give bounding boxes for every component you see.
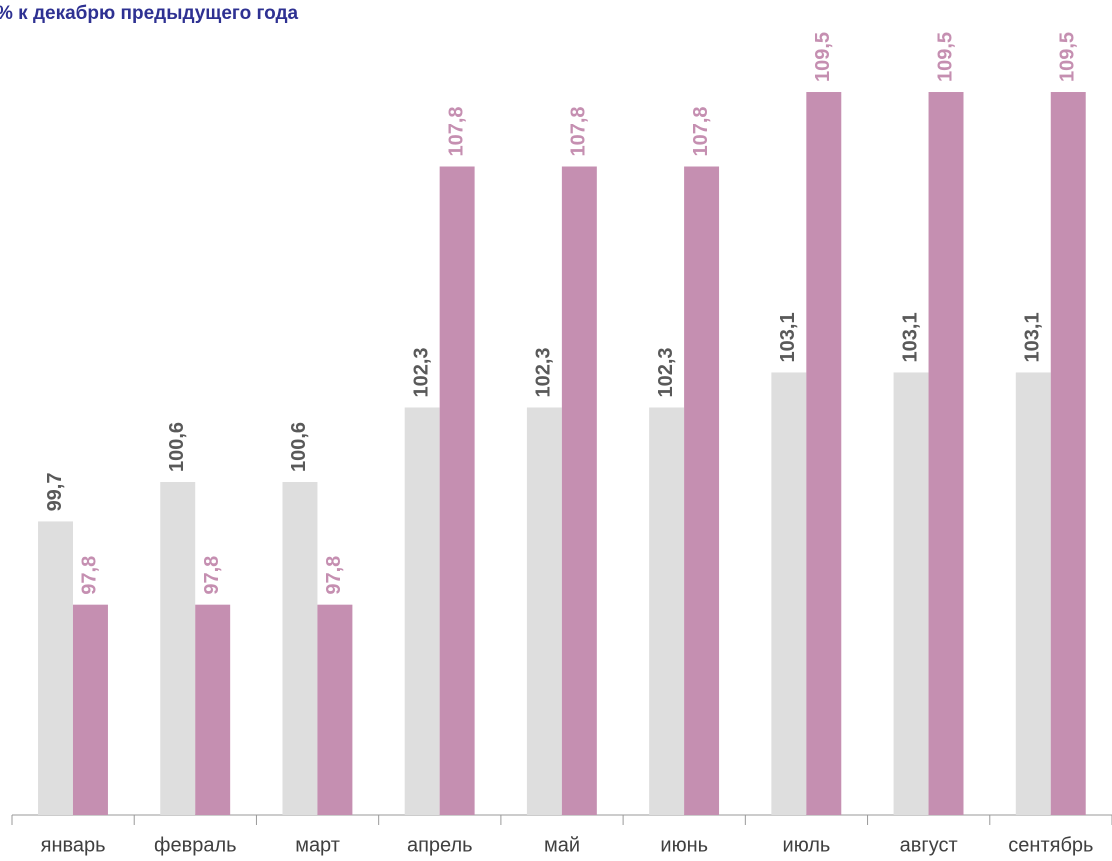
value-label: 102,3: [655, 347, 677, 397]
bar: [928, 92, 964, 816]
bar: [684, 166, 720, 815]
value-label: 109,5: [934, 32, 956, 82]
bar: [439, 166, 475, 815]
bar: [526, 407, 562, 815]
bar: [893, 372, 929, 815]
value-label: 102,3: [410, 347, 432, 397]
value-label: 109,5: [812, 32, 834, 82]
bar: [282, 481, 318, 815]
value-label: 107,8: [568, 106, 590, 156]
bar: [317, 604, 353, 815]
bar: [1050, 92, 1086, 816]
bar: [649, 407, 685, 815]
value-label: 102,3: [533, 347, 555, 397]
bar: [561, 166, 597, 815]
value-label: 97,8: [201, 556, 223, 595]
value-label: 103,1: [777, 312, 799, 362]
value-label: 99,7: [44, 472, 66, 511]
value-label: 109,5: [1057, 32, 1079, 82]
x-tick-label: июль: [783, 834, 831, 856]
value-label: 107,8: [445, 106, 467, 156]
value-label: 100,6: [288, 422, 310, 472]
value-label: 100,6: [166, 422, 188, 472]
value-label: 103,1: [1022, 312, 1044, 362]
x-tick-label: июнь: [660, 834, 708, 856]
x-tick-label: март: [295, 834, 340, 856]
x-tick-label: май: [544, 834, 580, 856]
bar: [195, 604, 231, 815]
value-label: 103,1: [899, 312, 921, 362]
bar: [160, 481, 196, 815]
x-tick-label: февраль: [154, 834, 237, 856]
bar: [806, 92, 842, 816]
bar: [404, 407, 440, 815]
chart-title: % к декабрю предыдущего года: [0, 3, 299, 24]
bar: [1015, 372, 1051, 815]
bar: [38, 521, 73, 815]
x-tick-label: сентябрь: [1008, 834, 1093, 856]
x-tick-label: январь: [41, 834, 106, 856]
x-tick-label: август: [900, 834, 958, 856]
x-tick-label: апрель: [407, 834, 473, 856]
bar: [771, 372, 807, 815]
value-label: 97,8: [323, 556, 345, 595]
value-label: 97,8: [79, 556, 101, 595]
bar: [72, 604, 108, 815]
value-label: 107,8: [690, 106, 712, 156]
